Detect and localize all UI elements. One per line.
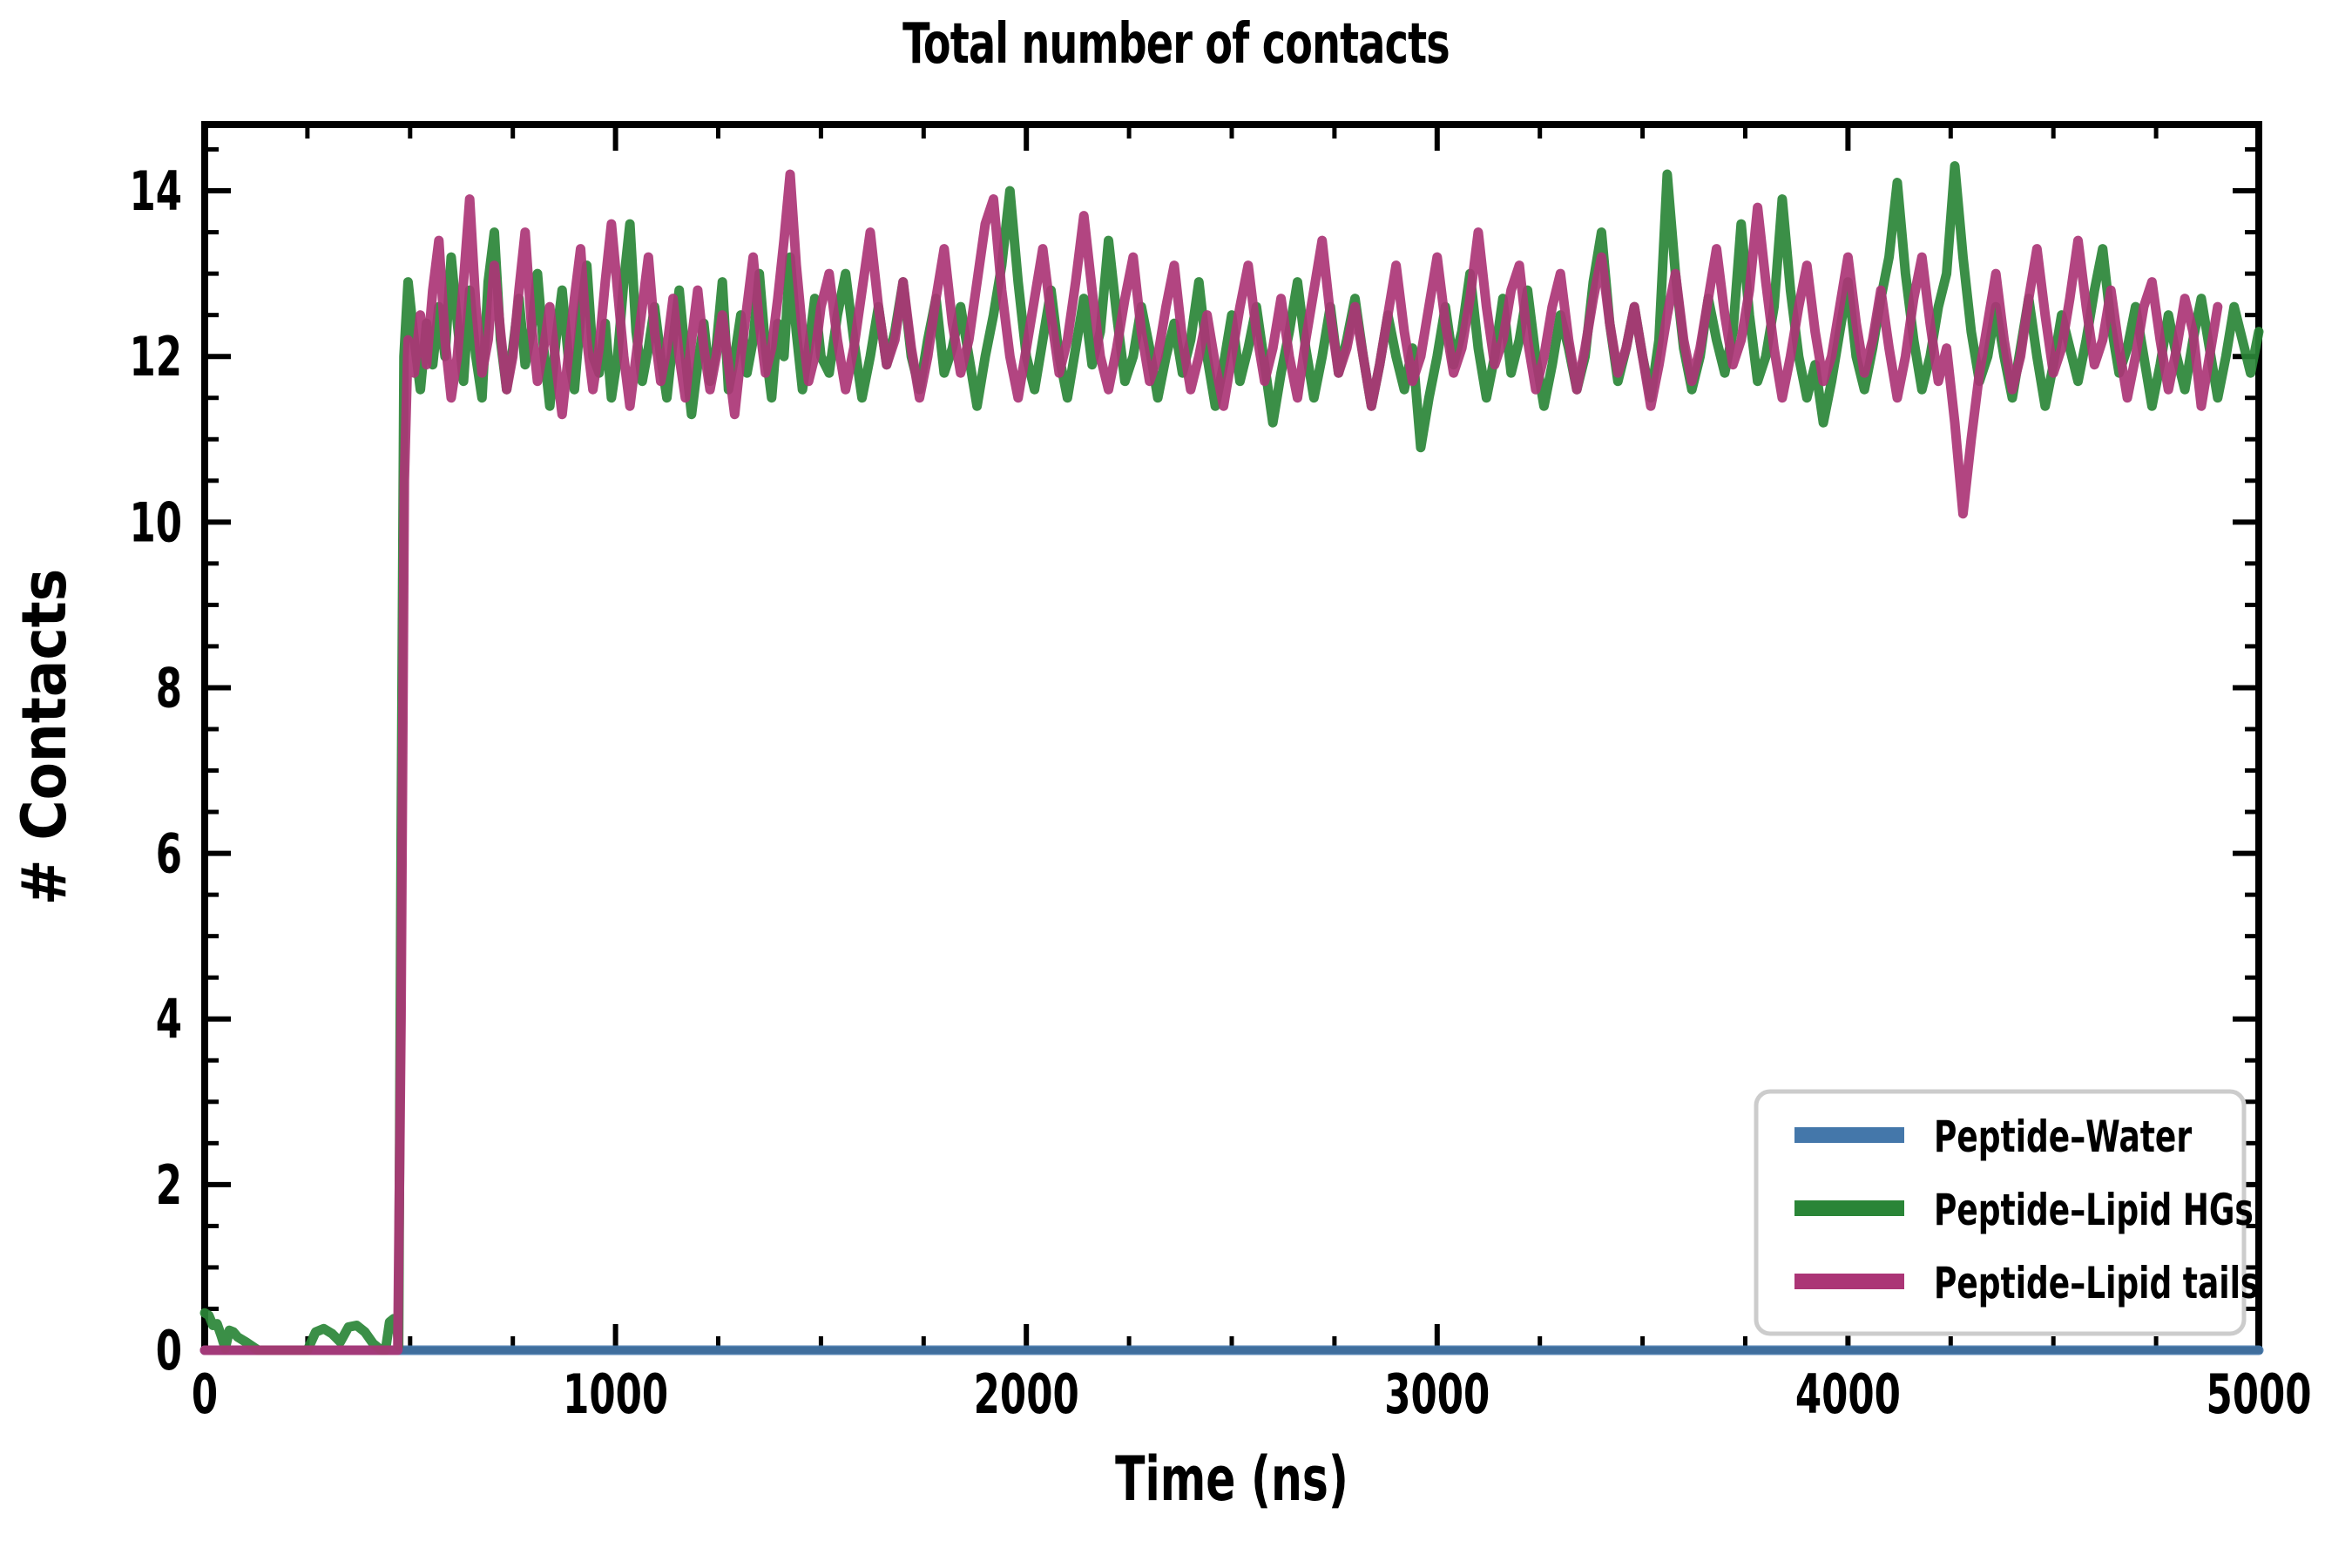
x-tick-label: 0: [192, 1363, 218, 1426]
x-tick-label: 1000: [563, 1363, 668, 1426]
legend[interactable]: Peptide–Water Peptide–Lipid HGs Peptide–Li…: [1754, 1089, 2259, 1336]
y-axis-tick-labels: 0 2 4 6 8 10 12 14: [129, 160, 182, 1382]
x-axis-tick-labels: 0 1000 2000 3000 4000 5000: [192, 1363, 2312, 1426]
y-tick-label: 4: [156, 989, 182, 1051]
y-tick-label: 14: [129, 160, 182, 223]
x-tick-label: 2000: [974, 1363, 1079, 1426]
legend-items: Peptide–Water Peptide–Lipid HGs Peptide–Li…: [1794, 1112, 2259, 1309]
y-tick-label: 0: [156, 1320, 182, 1382]
y-tick-label: 8: [156, 658, 182, 720]
y-tick-label: 12: [129, 326, 182, 389]
y-axis-title: # Contacts: [9, 569, 80, 906]
legend-label-0: Peptide–Water: [1934, 1112, 2192, 1163]
x-tick-label: 5000: [2206, 1363, 2311, 1426]
y-tick-label: 6: [156, 823, 182, 886]
x-tick-label: 4000: [1795, 1363, 1901, 1426]
x-tick-label: 3000: [1384, 1363, 1490, 1426]
data-series-group: [199, 161, 2264, 1355]
legend-label-2: Peptide–Lipid tails: [1934, 1258, 2259, 1309]
y-tick-label: 10: [129, 491, 182, 554]
legend-frame: [1754, 1089, 2247, 1336]
page-title: Total number of contacts: [902, 12, 1450, 77]
x-axis-title: Time (ns): [1115, 1443, 1348, 1515]
series-line: [199, 169, 2223, 1355]
legend-label-1: Peptide–Lipid HGs: [1934, 1185, 2254, 1236]
y-tick-label: 2: [156, 1154, 182, 1217]
